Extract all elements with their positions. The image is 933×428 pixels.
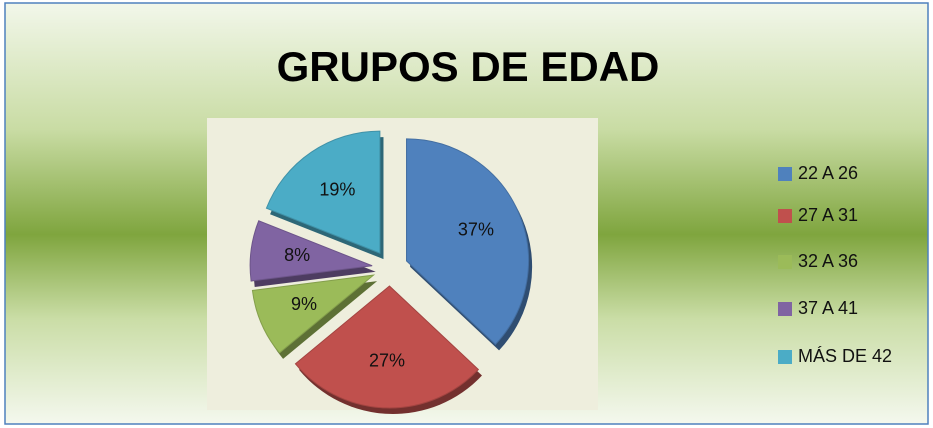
data-label: 27% <box>369 350 405 370</box>
data-label: 9% <box>291 294 317 314</box>
legend-swatch <box>778 209 792 223</box>
legend-swatch <box>778 350 792 364</box>
slice <box>249 220 373 282</box>
data-label: 37% <box>458 220 494 240</box>
slice <box>294 285 480 409</box>
slice <box>406 138 530 346</box>
data-label: 19% <box>319 179 355 199</box>
legend-label: 27 A 31 <box>798 205 858 225</box>
chart-title: GRUPOS DE EDAD <box>277 43 660 90</box>
slice <box>251 274 376 354</box>
legend-label: 22 A 26 <box>798 163 858 183</box>
data-label: 8% <box>284 245 310 265</box>
slice <box>265 130 381 254</box>
legend-label: MÁS DE 42 <box>798 346 892 366</box>
legend-swatch <box>778 255 792 269</box>
legend-label: 37 A 41 <box>798 298 858 318</box>
legend-swatch <box>778 302 792 316</box>
legend-swatch <box>778 167 792 181</box>
legend-label: 32 A 36 <box>798 251 858 271</box>
